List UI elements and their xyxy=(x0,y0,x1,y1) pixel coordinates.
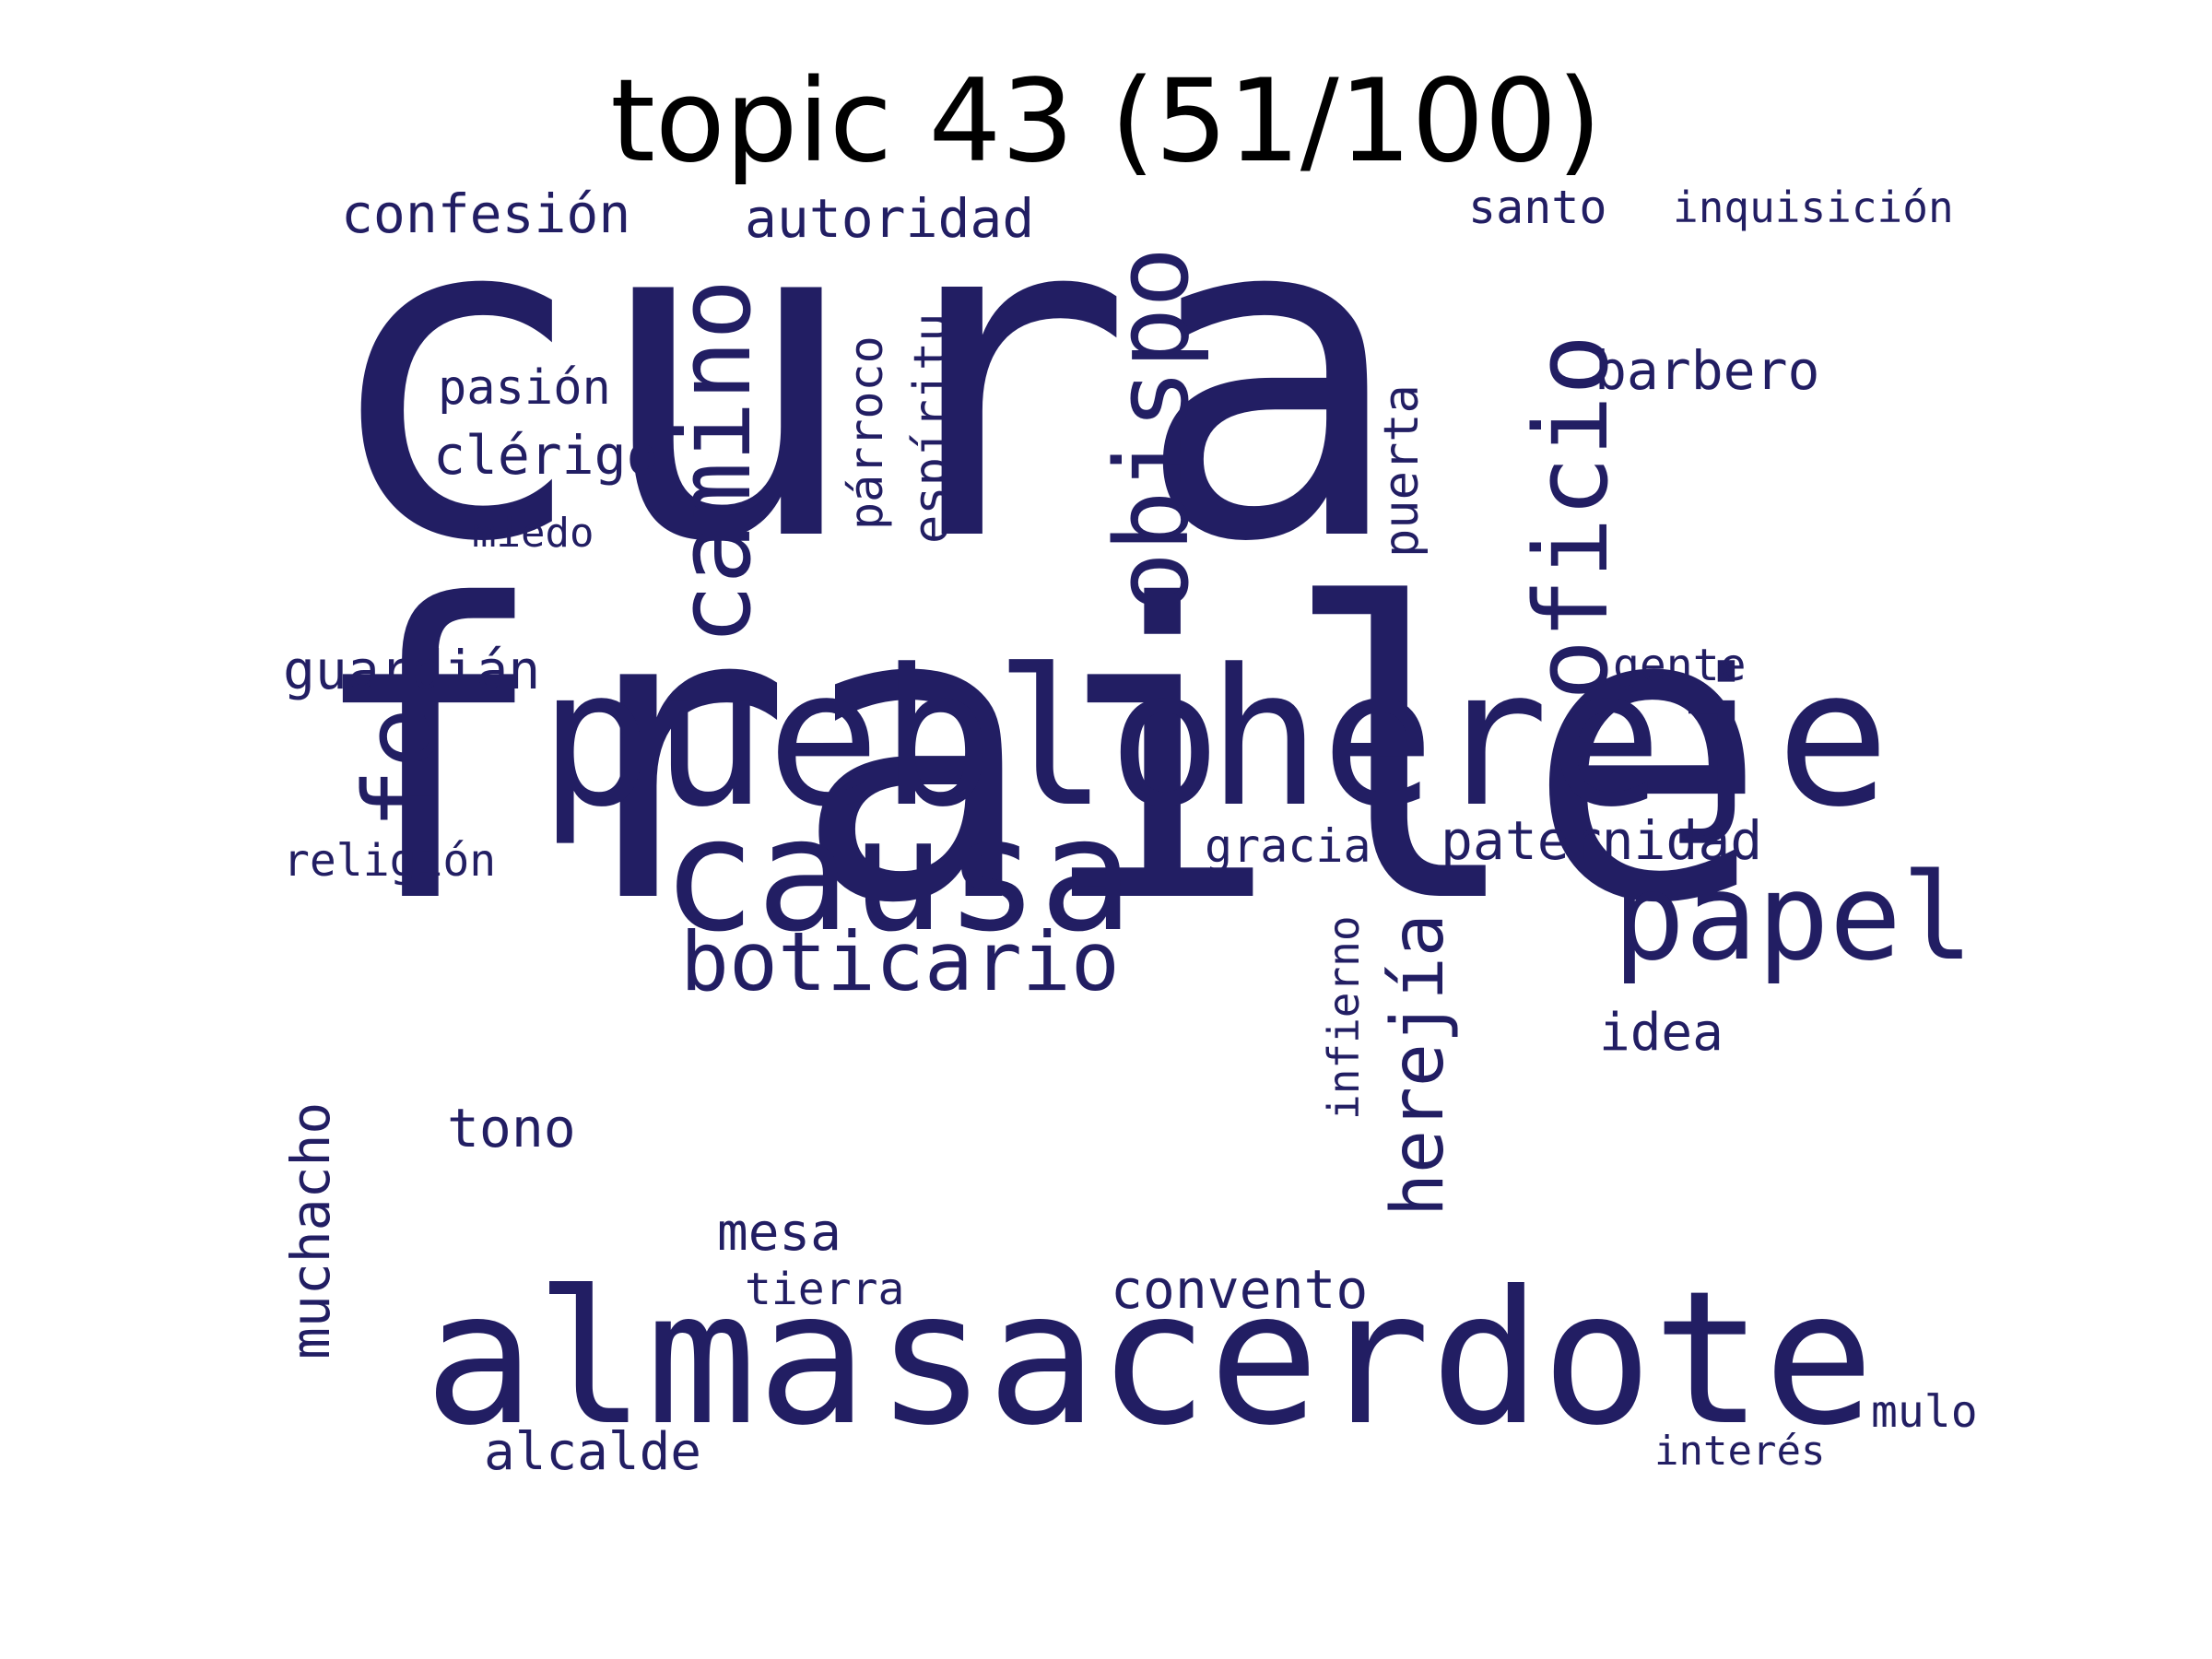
word-camino: camino xyxy=(655,278,773,645)
word-tono: tono xyxy=(447,1097,576,1159)
chart-title: topic 43 (51/100) xyxy=(610,55,1602,188)
word-pasion: pasión xyxy=(438,360,611,416)
word-idea: idea xyxy=(1599,1003,1724,1063)
word-herejia: herejía xyxy=(1377,913,1460,1217)
word-barbero: barbero xyxy=(1594,339,1820,402)
word-confesion: confesión xyxy=(341,182,631,245)
word-miedo: miedo xyxy=(472,510,594,557)
word-fe: fe xyxy=(342,707,460,830)
word-muchacho: muchacho xyxy=(279,1101,342,1359)
word-hereje: hereje xyxy=(1207,629,1890,849)
word-causa: causa xyxy=(662,784,1134,967)
word-boticario: boticario xyxy=(680,914,1120,1009)
word-gente: gente xyxy=(1613,640,1747,691)
word-papel: papel xyxy=(1613,847,1974,987)
word-interes: interés xyxy=(1654,1428,1826,1475)
word-convento: convento xyxy=(1111,1258,1369,1321)
word-mulo: mulo xyxy=(1871,1386,1978,1438)
word-espiritu: espíritu xyxy=(904,312,959,544)
word-santo: santo xyxy=(1468,181,1607,234)
word-autoridad: autoridad xyxy=(745,187,1035,250)
word-fraile: fraile xyxy=(304,520,1770,992)
word-alma: alma xyxy=(424,1252,868,1466)
word-tierra: tierra xyxy=(745,1264,905,1315)
word-obispo: obispo xyxy=(1093,246,1211,613)
word-cura: cura xyxy=(318,114,1406,641)
word-puerta: puerta xyxy=(1374,384,1430,558)
word-infierno: infierno xyxy=(1319,915,1369,1120)
word-inquisicion: inquisición xyxy=(1673,182,1954,232)
word-pueblo: pueblo xyxy=(539,629,1222,849)
word-paternidad: paternidad xyxy=(1441,809,1763,872)
word-religion: religión xyxy=(283,835,497,887)
word-alcalde: alcalde xyxy=(484,1422,702,1482)
word-guardian: guardián xyxy=(283,639,541,701)
word-gracia: gracia xyxy=(1205,819,1371,873)
word-mesa: mesa xyxy=(717,1203,841,1263)
word-parroco: párroco xyxy=(840,335,893,530)
word-clerigo: clérigo xyxy=(433,424,659,487)
word-sacerdote: sacerdote xyxy=(876,1252,1875,1466)
